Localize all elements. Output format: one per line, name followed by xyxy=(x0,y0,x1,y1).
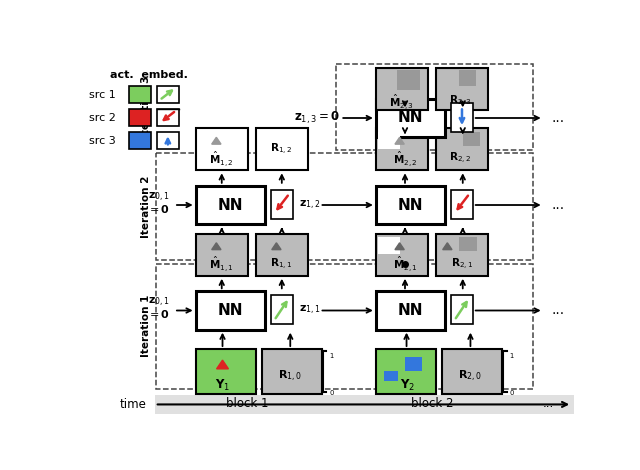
Text: $\mathbf{z}_{1,2}$: $\mathbf{z}_{1,2}$ xyxy=(299,198,321,212)
Bar xyxy=(405,357,422,370)
Text: NN: NN xyxy=(397,303,423,318)
Text: $\mathbf{R}_{1,2}$: $\mathbf{R}_{1,2}$ xyxy=(270,142,292,157)
Text: NN: NN xyxy=(397,110,423,125)
Text: $_0$: $_0$ xyxy=(329,387,335,398)
Bar xyxy=(459,70,476,86)
Text: $\mathbf{R}_{2,3}$: $\mathbf{R}_{2,3}$ xyxy=(449,94,472,110)
Polygon shape xyxy=(395,243,404,250)
Text: $=\mathbf{0}$: $=\mathbf{0}$ xyxy=(147,308,170,321)
Text: time: time xyxy=(120,398,147,411)
Text: $^1$: $^1$ xyxy=(509,353,515,364)
Text: $\hat{\mathbf{M}}_{2,2}$: $\hat{\mathbf{M}}_{2,2}$ xyxy=(394,149,418,169)
Bar xyxy=(196,234,248,276)
Text: $\mathbf{z}_{0,1}$: $\mathbf{z}_{0,1}$ xyxy=(148,191,170,204)
Bar xyxy=(156,264,533,389)
Bar xyxy=(271,189,292,219)
Bar xyxy=(196,128,248,170)
Bar xyxy=(156,153,533,260)
Text: $\hat{\mathbf{M}}_{1,1}$: $\hat{\mathbf{M}}_{1,1}$ xyxy=(209,255,234,274)
Bar xyxy=(376,128,428,170)
Bar xyxy=(463,132,480,146)
Bar xyxy=(255,234,308,276)
Bar xyxy=(376,234,428,276)
Bar xyxy=(528,395,568,412)
Text: $\hat{\mathbf{M}}_{2,3}$: $\hat{\mathbf{M}}_{2,3}$ xyxy=(388,92,413,111)
Text: NN: NN xyxy=(397,197,423,212)
Bar xyxy=(157,132,179,149)
Bar xyxy=(378,237,399,254)
Text: $\mathbf{z}_{0,1}$: $\mathbf{z}_{0,1}$ xyxy=(148,296,170,309)
Text: NN: NN xyxy=(218,197,243,212)
Text: src 3: src 3 xyxy=(90,136,116,146)
Bar xyxy=(451,189,473,219)
Bar xyxy=(155,395,575,415)
Text: NN: NN xyxy=(218,303,243,318)
Bar xyxy=(157,109,179,125)
Bar xyxy=(129,109,151,125)
Bar xyxy=(436,128,488,170)
Bar xyxy=(129,132,151,149)
Text: $\mathbf{R}_{2,2}$: $\mathbf{R}_{2,2}$ xyxy=(449,151,472,166)
Bar xyxy=(376,68,428,110)
Bar xyxy=(196,349,255,394)
Bar xyxy=(255,128,308,170)
Bar xyxy=(156,395,337,412)
Bar xyxy=(376,291,445,330)
Text: ...: ... xyxy=(551,304,564,318)
Polygon shape xyxy=(272,243,281,250)
Text: act.  embed.: act. embed. xyxy=(111,70,188,80)
Text: block 1: block 1 xyxy=(226,397,268,410)
Text: block 2: block 2 xyxy=(411,397,453,410)
Text: $\mathbf{Y}_2$: $\mathbf{Y}_2$ xyxy=(400,377,415,393)
Text: $\hat{\mathbf{M}}_{2,1}$: $\hat{\mathbf{M}}_{2,1}$ xyxy=(394,255,418,274)
Text: $\mathbf{R}_{1,1}$: $\mathbf{R}_{1,1}$ xyxy=(270,257,292,272)
Text: $\mathbf{Y}_1$: $\mathbf{Y}_1$ xyxy=(215,377,230,393)
Text: $^1$: $^1$ xyxy=(329,353,335,364)
Polygon shape xyxy=(443,243,452,250)
Text: $\mathbf{R}_{2,0}$: $\mathbf{R}_{2,0}$ xyxy=(458,368,483,384)
Bar xyxy=(376,186,445,224)
Bar xyxy=(262,349,322,394)
Text: src 2: src 2 xyxy=(90,113,116,123)
Text: src 1: src 1 xyxy=(90,90,116,100)
Text: $\mathbf{z}_{1,3}=\mathbf{0}$: $\mathbf{z}_{1,3}=\mathbf{0}$ xyxy=(294,110,340,126)
Polygon shape xyxy=(395,137,404,144)
Text: ...: ... xyxy=(551,198,564,212)
Bar xyxy=(376,349,436,394)
Bar xyxy=(436,234,488,276)
Text: $=\mathbf{0}$: $=\mathbf{0}$ xyxy=(147,203,170,215)
Bar xyxy=(376,99,445,137)
Text: Iteration 2: Iteration 2 xyxy=(141,175,150,238)
Bar xyxy=(336,64,533,150)
Bar xyxy=(196,291,265,330)
Bar xyxy=(451,295,473,324)
Text: $_0$: $_0$ xyxy=(509,387,515,398)
Text: Iteration 1: Iteration 1 xyxy=(141,295,150,357)
Text: Iteration 3: Iteration 3 xyxy=(141,75,150,138)
Text: $\mathbf{R}_{2,1}$: $\mathbf{R}_{2,1}$ xyxy=(451,257,473,272)
Bar xyxy=(397,70,420,90)
Text: ...: ... xyxy=(543,397,554,410)
Bar xyxy=(384,370,398,381)
Bar xyxy=(342,395,523,412)
Bar xyxy=(196,186,265,224)
Bar xyxy=(129,86,151,102)
Bar xyxy=(436,68,488,110)
Text: $\mathbf{z}_{1,1}$: $\mathbf{z}_{1,1}$ xyxy=(299,304,321,317)
Polygon shape xyxy=(216,360,228,369)
Text: $\hat{\mathbf{M}}_{1,2}$: $\hat{\mathbf{M}}_{1,2}$ xyxy=(209,149,233,169)
Polygon shape xyxy=(212,243,221,250)
Bar xyxy=(442,349,502,394)
Text: $\mathbf{R}_{1,0}$: $\mathbf{R}_{1,0}$ xyxy=(278,368,302,384)
Bar xyxy=(451,102,473,132)
Bar xyxy=(271,295,292,324)
Bar xyxy=(459,237,477,251)
Polygon shape xyxy=(212,137,221,144)
Bar xyxy=(157,86,179,102)
Text: ...: ... xyxy=(551,111,564,125)
Bar xyxy=(378,132,399,149)
